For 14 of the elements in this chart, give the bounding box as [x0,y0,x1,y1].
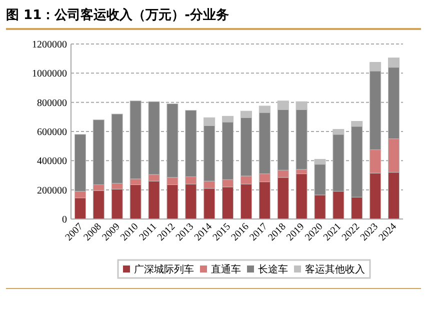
legend-label: 长途车 [258,264,288,276]
y-tick-label: 0 [62,214,67,226]
bar [296,174,308,220]
title: 图 11：公司客运收入（万元）-分业务 [6,6,230,24]
y-tick-label: 800000 [37,98,67,109]
legend-label: 广深城际列车 [134,264,194,276]
y-tick-label: 1000000 [32,68,67,80]
y-tick-label: 600000 [37,127,67,138]
legend-label: 直通车 [211,264,241,276]
x-tick-label: 2011 [137,221,160,244]
legend-label: 客运其他收入 [305,264,365,276]
y-tick-label: 200000 [37,185,67,196]
y-tick-label: 1200000 [32,40,67,50]
y-tick-label: 400000 [37,156,67,168]
